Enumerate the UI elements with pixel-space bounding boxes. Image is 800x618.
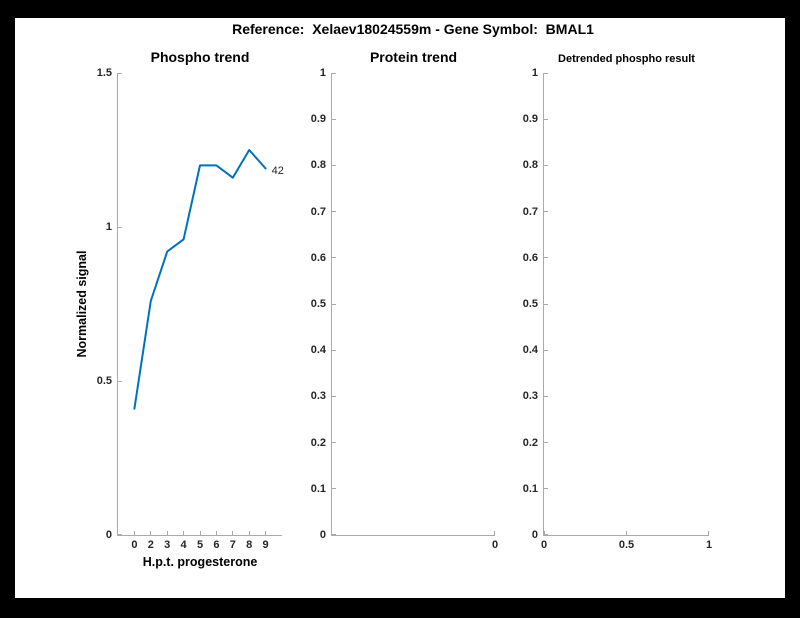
x-axis-label-hpt-progesterone: H.p.t. progesterone	[142, 555, 258, 569]
x-tick-mark	[248, 531, 250, 535]
y-tick-label: 0.9	[310, 113, 326, 126]
x-tick-label: 4	[180, 539, 187, 551]
y-tick-mark	[332, 349, 336, 351]
y-tick-label: 0.9	[522, 113, 538, 126]
y-tick-mark	[118, 226, 122, 228]
axes-protein-trend: Protein trend 0 0.1 0.2 0.3 0.4 0.5 0.6 0.7 0.8 0…	[311, 49, 498, 551]
x-tick-label: 0	[540, 539, 548, 551]
plot-title-protein-trend: Protein trend	[369, 49, 458, 65]
y-tick-mark	[332, 488, 336, 490]
x-tick-label: 3	[164, 539, 171, 551]
x-tick-mark	[183, 531, 185, 535]
line-series-svg	[133, 149, 267, 410]
y-tick-label: 0.3	[522, 390, 538, 403]
axes-phospho-trend: Phospho trend Normalized signal H.p.t. p…	[75, 49, 284, 569]
y-tick-label: 1	[531, 67, 538, 79]
y-tick-mark	[332, 118, 336, 120]
y-tick-label: 0.8	[522, 159, 538, 172]
line-series-svg	[332, 73, 495, 535]
x-tick-label: 1	[705, 539, 713, 551]
y-tick-label: 0.1	[522, 482, 538, 495]
y-tick-mark	[332, 257, 336, 259]
x-tick-mark	[215, 531, 217, 535]
figure-canvas: Reference: Xelaev18024559m - Gene Symbol…	[15, 18, 785, 598]
plot-title-phospho-trend: Phospho trend	[150, 49, 250, 65]
y-tick-label: 1.5	[96, 67, 112, 79]
y-tick-label: 0.1	[310, 482, 326, 495]
x-tick-label: 9	[262, 539, 269, 551]
x-tick-label: 0.5	[618, 539, 635, 551]
y-tick-label: 0.8	[310, 159, 326, 172]
x-tick-mark	[150, 531, 152, 535]
x-tick-mark	[166, 531, 168, 535]
x-tick-label: 0	[131, 539, 138, 551]
y-tick-mark	[544, 534, 548, 535]
y-tick-mark	[332, 534, 336, 535]
plot-title-detrended-phospho-result: Detrended phospho result	[558, 53, 695, 65]
axes-detrended-phospho-result: Detrended phospho result 0 0.1 0.2 0.3 0.4 0.…	[523, 53, 712, 551]
x-tick-mark	[232, 531, 234, 535]
y-tick-mark	[332, 395, 336, 397]
x-tick-label: 2	[147, 539, 154, 551]
y-tick-mark	[544, 303, 548, 305]
x-tick-mark	[199, 531, 201, 535]
y-tick-mark	[544, 73, 548, 74]
y-tick-label: 0.2	[522, 436, 538, 449]
y-axis-label-normalized-signal: Normalized signal	[75, 250, 89, 358]
line-series-svg	[544, 73, 709, 535]
y-tick-mark	[544, 211, 548, 213]
y-tick-label: 0.5	[96, 375, 112, 387]
y-tick-label: 0	[531, 529, 538, 541]
y-tick-mark	[544, 442, 548, 444]
y-tick-mark	[544, 349, 548, 351]
y-tick-mark	[118, 534, 122, 535]
y-tick-mark	[544, 257, 548, 259]
y-tick-label: 0	[105, 529, 112, 541]
y-tick-mark	[332, 164, 336, 166]
x-tick-label: 8	[246, 539, 253, 551]
y-tick-mark	[332, 303, 336, 305]
y-tick-label: 0.6	[310, 251, 326, 264]
y-tick-mark	[544, 118, 548, 120]
y-tick-label: 0.3	[310, 390, 326, 403]
y-tick-mark	[544, 164, 548, 166]
x-tick-label: 5	[196, 539, 204, 551]
y-tick-mark	[332, 442, 336, 444]
x-tick-mark	[133, 531, 135, 535]
y-tick-label: 0.2	[310, 436, 326, 449]
x-tick-mark	[544, 531, 545, 535]
x-tick-mark	[494, 531, 495, 535]
end-annotation: 42	[271, 165, 284, 178]
x-tick-mark	[708, 531, 709, 535]
x-tick-label: 7	[229, 539, 236, 551]
x-tick-label: 0	[491, 539, 499, 551]
x-tick-label: 6	[213, 539, 220, 551]
y-tick-label: 0.6	[522, 251, 538, 264]
y-tick-label: 0.5	[310, 298, 326, 310]
y-tick-label: 0.5	[522, 298, 538, 310]
y-tick-mark	[544, 488, 548, 490]
y-tick-label: 0	[319, 529, 326, 541]
x-tick-mark	[265, 531, 267, 535]
y-tick-mark	[544, 395, 548, 397]
figure-title: Reference: Xelaev18024559m - Gene Symbol…	[232, 21, 594, 37]
y-tick-label: 0.4	[310, 344, 326, 357]
y-tick-mark	[332, 73, 336, 74]
y-tick-label: 1	[319, 67, 326, 79]
y-tick-label: 1	[105, 221, 112, 233]
y-tick-mark	[118, 380, 122, 382]
y-tick-label: 0.4	[522, 344, 538, 357]
y-tick-label: 0.7	[522, 205, 538, 218]
x-tick-mark	[626, 531, 627, 535]
y-tick-mark	[118, 73, 122, 74]
y-tick-mark	[332, 211, 336, 213]
y-tick-label: 0.7	[310, 205, 326, 218]
